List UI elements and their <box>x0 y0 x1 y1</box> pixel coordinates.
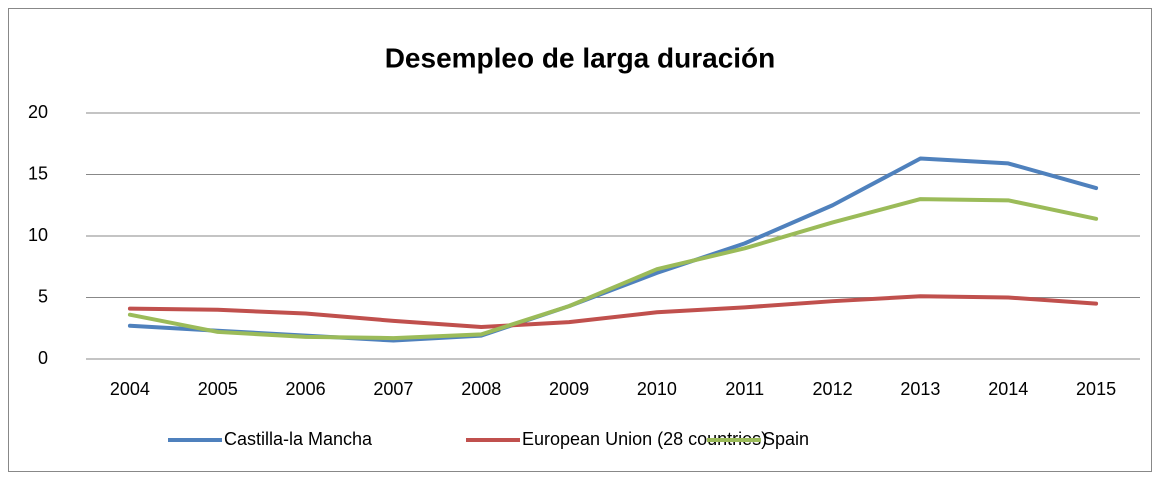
legend-label: Spain <box>763 429 809 449</box>
x-tick-label: 2015 <box>1076 379 1116 399</box>
x-tick-label: 2009 <box>549 379 589 399</box>
chart-title: Desempleo de larga duración <box>385 42 776 73</box>
x-tick-label: 2011 <box>725 379 764 399</box>
x-tick-label: 2008 <box>461 379 501 399</box>
y-tick-label: 10 <box>28 225 48 245</box>
legend-label: European Union (28 countries) <box>522 429 767 449</box>
x-tick-label: 2007 <box>373 379 413 399</box>
x-tick-label: 2010 <box>637 379 677 399</box>
x-tick-label: 2013 <box>900 379 940 399</box>
y-tick-label: 0 <box>38 348 48 368</box>
x-tick-label: 2006 <box>286 379 326 399</box>
chart-border <box>8 8 1152 472</box>
x-tick-label: 2005 <box>198 379 238 399</box>
x-tick-label: 2012 <box>813 379 853 399</box>
y-tick-label: 5 <box>38 286 48 306</box>
series-line <box>127 197 1099 341</box>
legend-label: Castilla-la Mancha <box>224 429 373 449</box>
y-tick-label: 20 <box>28 102 48 122</box>
x-tick-label: 2004 <box>110 379 150 399</box>
x-tick-label: 2014 <box>988 379 1028 399</box>
y-tick-label: 15 <box>28 163 48 183</box>
series-line <box>127 294 1099 330</box>
